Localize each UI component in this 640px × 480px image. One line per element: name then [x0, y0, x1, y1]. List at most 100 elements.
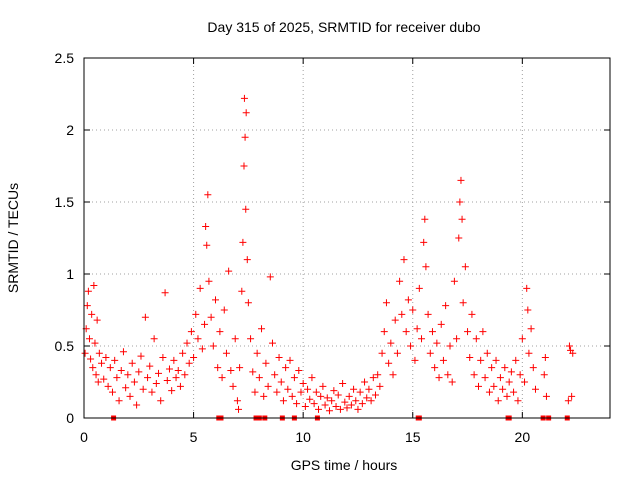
data-point — [185, 359, 193, 367]
data-point — [363, 394, 371, 402]
data-point — [442, 302, 450, 310]
data-point — [492, 356, 500, 364]
data-point — [146, 362, 154, 370]
data-point — [243, 256, 251, 264]
data-point — [174, 366, 182, 374]
data-layer — [81, 94, 577, 421]
data-point — [187, 328, 195, 336]
data-point — [568, 392, 576, 400]
data-point — [477, 356, 485, 364]
data-point — [128, 359, 136, 367]
data-point — [339, 379, 347, 387]
data-point — [111, 356, 119, 364]
data-point — [455, 234, 463, 242]
data-point — [152, 379, 160, 387]
data-point — [529, 364, 537, 372]
data-point — [444, 371, 452, 379]
data-point — [304, 385, 312, 393]
data-point — [431, 364, 439, 372]
data-point — [488, 364, 496, 372]
data-point — [321, 401, 329, 409]
data-point — [240, 162, 248, 170]
data-point — [411, 356, 419, 364]
data-point — [524, 306, 532, 314]
y-tick-label: 2.5 — [55, 50, 75, 66]
data-point — [176, 382, 184, 390]
data-point — [242, 109, 250, 117]
data-point — [376, 382, 384, 390]
data-point — [106, 364, 114, 372]
data-point — [273, 388, 281, 396]
data-point — [308, 374, 316, 382]
data-point — [282, 364, 290, 372]
data-point — [218, 374, 226, 382]
data-point — [352, 397, 360, 405]
data-point — [468, 310, 476, 318]
data-point — [133, 401, 141, 409]
data-point — [542, 392, 550, 400]
chart-title: Day 315 of 2025, SRMTID for receiver dub… — [207, 19, 480, 35]
x-tick-label: 10 — [295, 429, 311, 445]
plot-frame — [83, 57, 611, 419]
data-point — [350, 385, 358, 393]
data-point — [328, 397, 336, 405]
y-tick-label: 0.5 — [55, 338, 75, 354]
data-point — [421, 215, 429, 223]
data-point — [418, 335, 426, 343]
data-point — [192, 310, 200, 318]
data-point — [319, 382, 327, 390]
data-point — [157, 397, 165, 405]
data-point — [231, 335, 239, 343]
data-point — [453, 335, 461, 343]
data-point — [165, 365, 173, 373]
data-point — [422, 263, 430, 271]
data-point — [490, 382, 498, 390]
data-point — [220, 306, 228, 314]
data-point — [295, 366, 303, 374]
data-point — [124, 371, 132, 379]
data-point — [179, 349, 187, 357]
data-point — [501, 364, 509, 372]
data-point — [393, 349, 401, 357]
data-point — [104, 382, 112, 390]
data-point — [315, 405, 323, 413]
data-point — [334, 391, 342, 399]
data-point — [242, 205, 250, 213]
data-point — [264, 382, 272, 390]
data-point — [183, 339, 191, 347]
data-point — [450, 277, 458, 285]
data-point — [115, 397, 123, 405]
data-point — [521, 378, 529, 386]
data-point — [98, 359, 106, 367]
data-point — [496, 374, 504, 382]
data-point — [458, 215, 466, 223]
data-point — [91, 339, 99, 347]
data-point — [117, 366, 125, 374]
data-point — [95, 349, 103, 357]
data-point — [437, 320, 445, 328]
data-point — [239, 238, 247, 246]
data-point — [290, 374, 298, 382]
data-point — [312, 388, 320, 396]
data-point — [512, 356, 520, 364]
data-point — [235, 405, 243, 413]
data-point — [514, 397, 522, 405]
data-point — [485, 388, 493, 396]
data-point — [181, 371, 189, 379]
data-point — [87, 355, 95, 363]
data-point — [369, 374, 377, 382]
data-point — [172, 374, 180, 382]
data-point — [481, 374, 489, 382]
data-point — [343, 404, 351, 412]
data-point — [238, 287, 246, 295]
data-point — [222, 349, 230, 357]
data-point — [569, 349, 577, 357]
data-point — [404, 296, 412, 304]
data-point — [286, 356, 294, 364]
data-point — [389, 371, 397, 379]
data-point — [525, 349, 533, 357]
data-point — [266, 273, 274, 281]
data-point — [168, 387, 176, 395]
data-point — [483, 349, 491, 357]
